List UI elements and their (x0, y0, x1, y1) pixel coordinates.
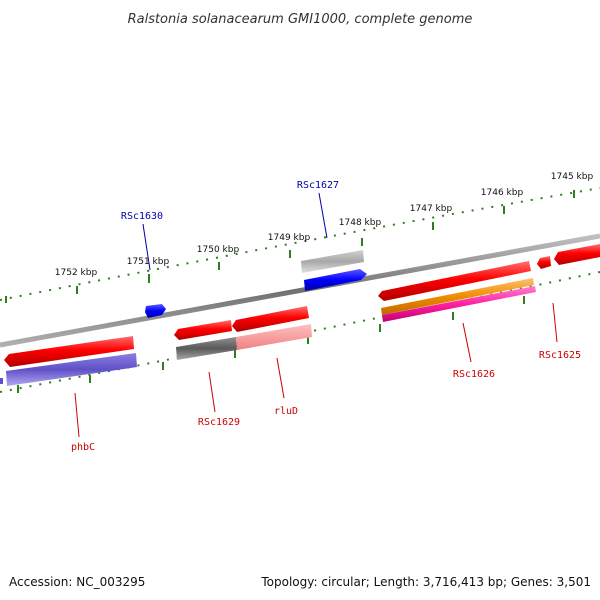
gene-RSc1629-cds[interactable] (176, 337, 237, 360)
tick-label: 1746 kbp (481, 188, 524, 198)
gene-RSc1629-gene[interactable] (174, 320, 232, 340)
gene-rluD-gene[interactable] (232, 306, 309, 332)
label-RSc1627[interactable]: RSc1627 (297, 180, 339, 191)
label-rluD[interactable]: rluD (274, 406, 298, 417)
tick-label: 1748 kbp (339, 218, 382, 228)
label-phbC[interactable]: phbC (71, 442, 95, 453)
gene-RSc1627-gene[interactable] (301, 250, 364, 273)
label-RSc1630[interactable]: RSc1630 (121, 211, 163, 222)
label-RSc1625[interactable]: RSc1625 (539, 350, 581, 361)
gene-RSc1627-cds[interactable] (304, 269, 367, 291)
gene-phbC-cds[interactable] (6, 353, 137, 386)
map-title: Ralstonia solanacearum GMI1000, complete… (128, 12, 473, 27)
gene-RSc1630-cds[interactable] (145, 304, 166, 318)
label-RSc1626[interactable]: RSc1626 (453, 369, 495, 380)
gene-RSc1626-cds-orange[interactable] (381, 278, 534, 315)
callout-lines (74, 302, 558, 438)
gene-phbC-edge-mark (0, 378, 3, 384)
callout-lines-blue (142, 192, 328, 271)
tick-label: 1752 kbp (55, 268, 98, 278)
tick-label: 1747 kbp (410, 204, 453, 214)
gene-right-small[interactable] (537, 256, 551, 269)
major-ticks (5, 190, 575, 303)
gene-phbC-gene[interactable] (4, 336, 134, 367)
label-RSc1629[interactable]: RSc1629 (198, 417, 240, 428)
tick-label: 1751 kbp (127, 257, 170, 267)
gene-RSc1626-gene[interactable] (378, 261, 531, 301)
genome-info-text: Topology: circular; Length: 3,716,413 bp… (260, 575, 591, 589)
tick-label: 1750 kbp (197, 245, 240, 255)
gene-right-edge[interactable] (554, 244, 600, 265)
gene-rluD-cds[interactable] (236, 324, 312, 350)
genome-backbone (0, 233, 600, 348)
tick-label: 1745 kbp (551, 172, 594, 182)
tick-label: 1749 kbp (268, 233, 311, 243)
gene-RSc1626-cds-magenta[interactable] (382, 286, 536, 322)
accession-text: Accession: NC_003295 (9, 575, 145, 589)
